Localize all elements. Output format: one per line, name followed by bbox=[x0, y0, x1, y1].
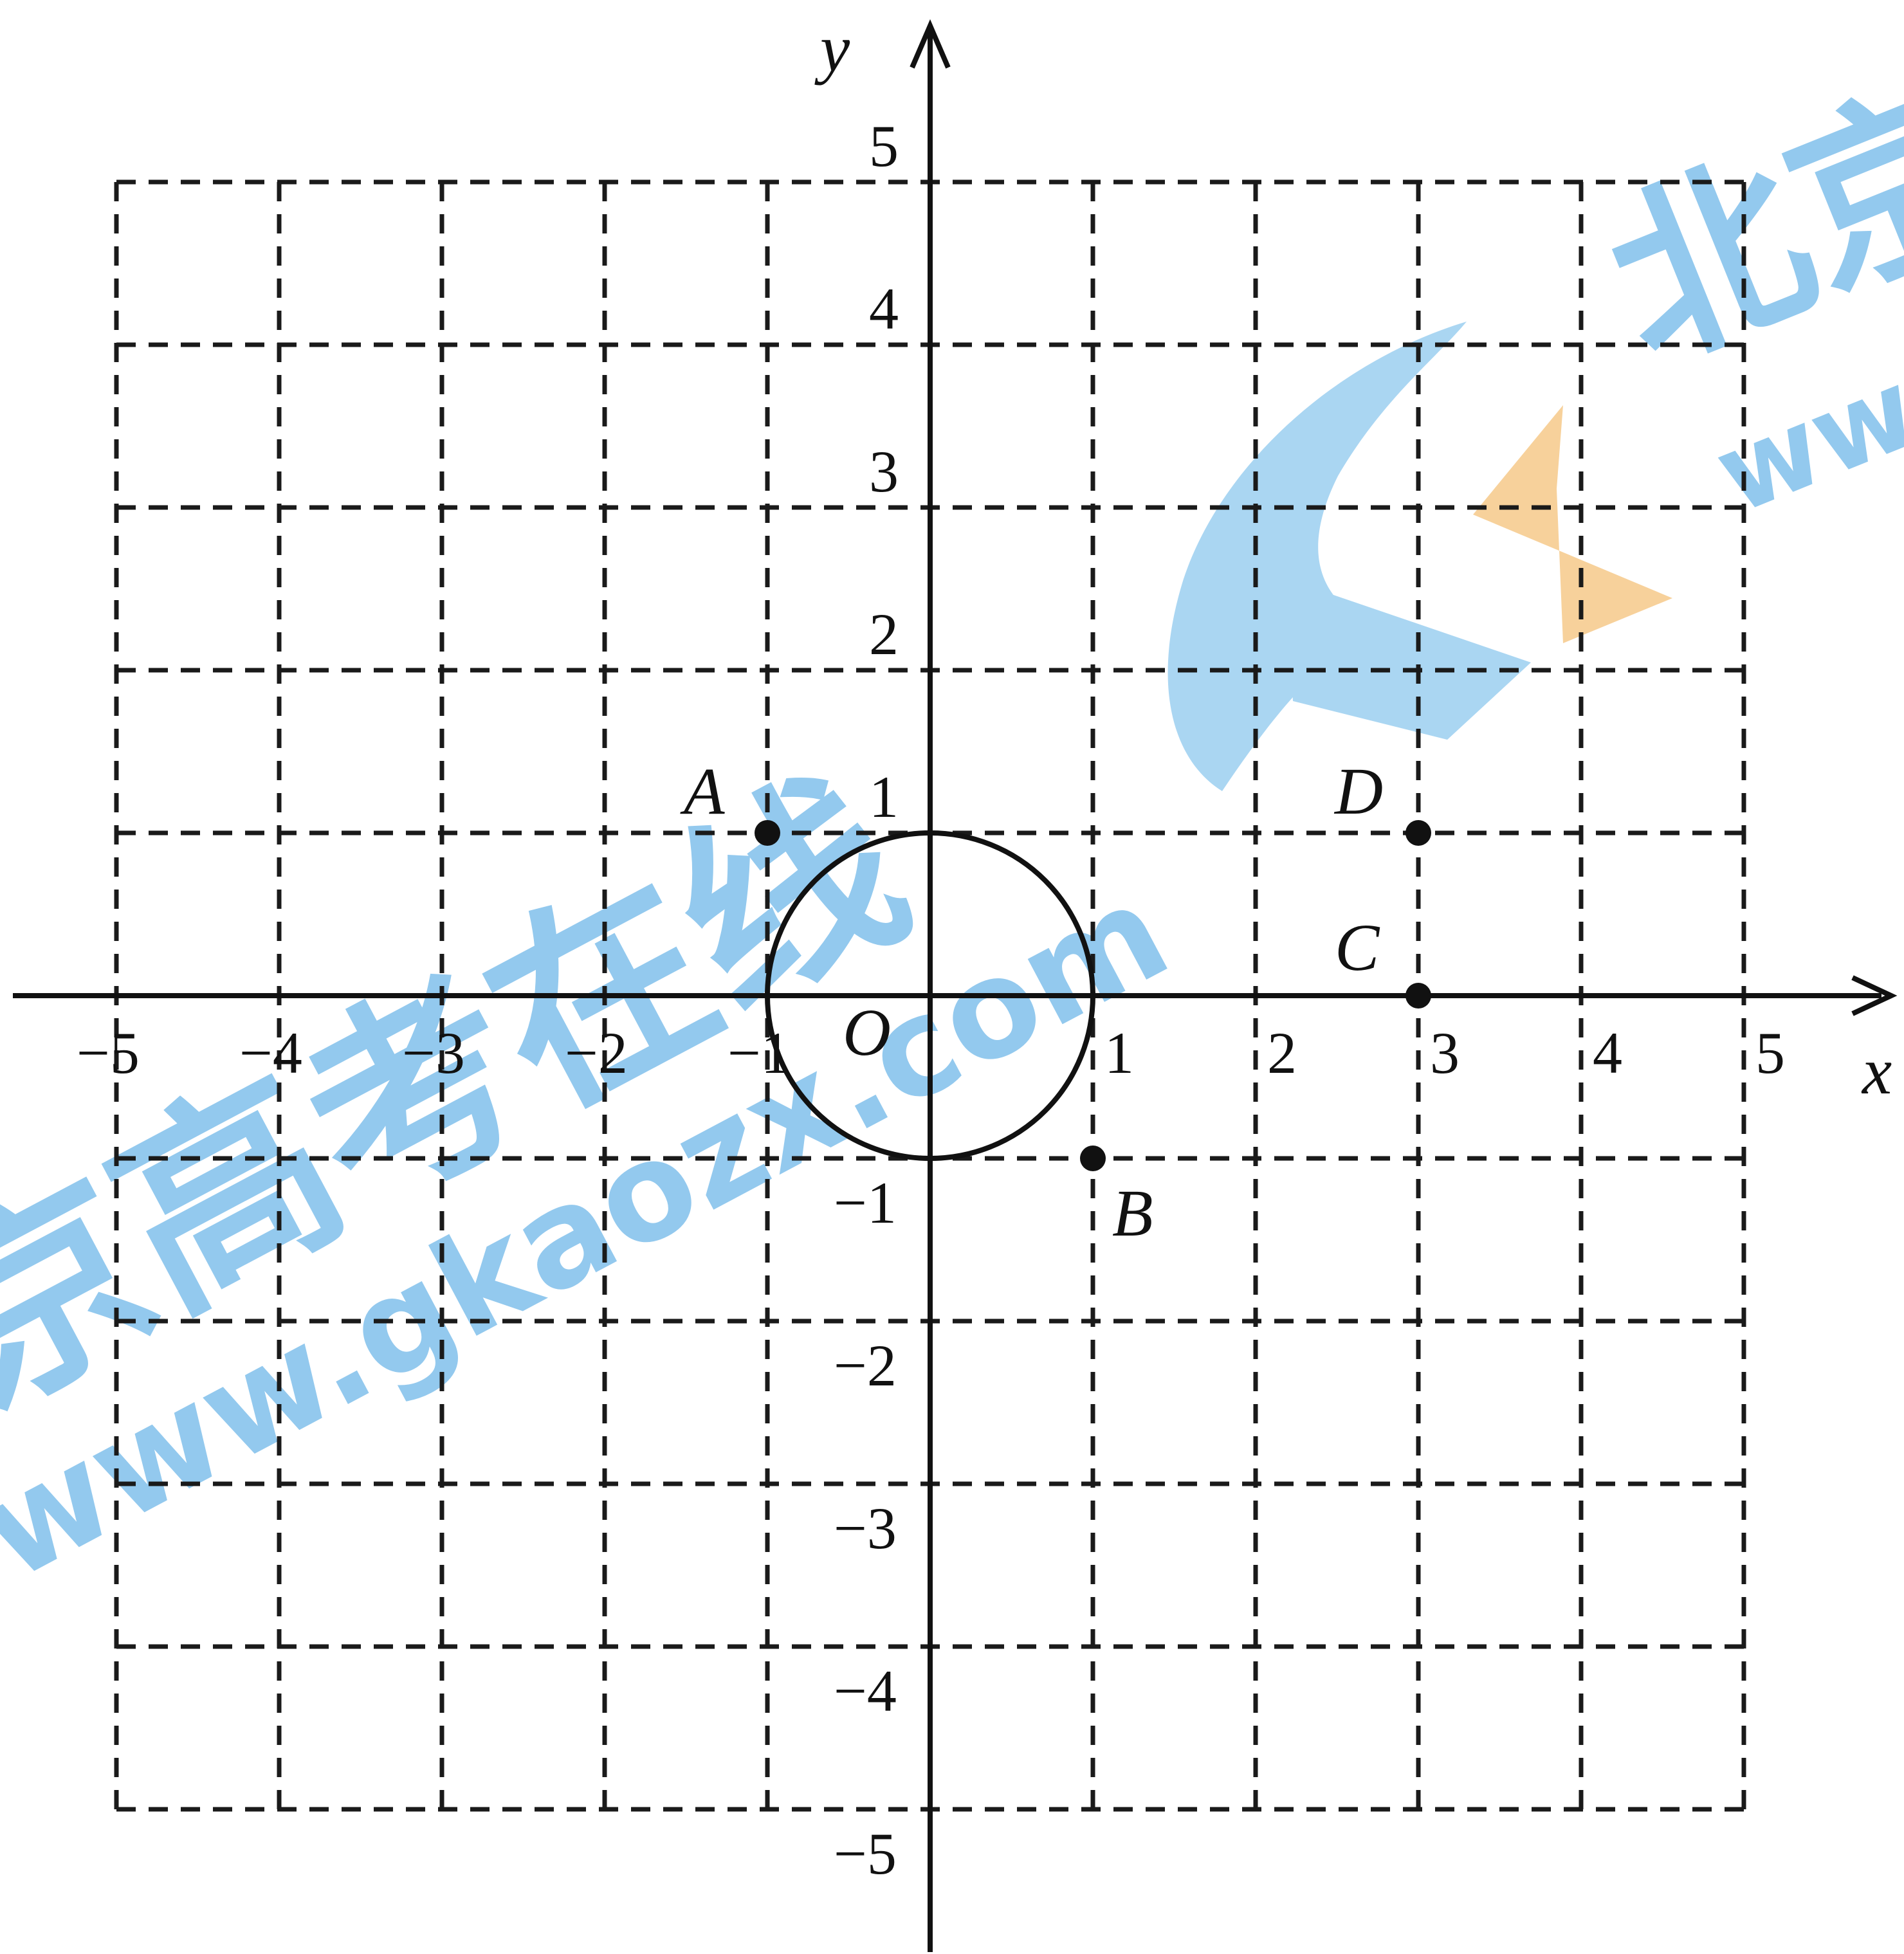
x-tick-label: 4 bbox=[1593, 1020, 1622, 1086]
unit-circle bbox=[765, 830, 1095, 1161]
point-c: C bbox=[1335, 911, 1431, 1009]
x-axis-arrow-icon bbox=[1851, 975, 1898, 1016]
x-tick-label: −1 bbox=[728, 1020, 791, 1086]
y-tick-label: 2 bbox=[869, 601, 899, 667]
point-b-dot bbox=[1080, 1146, 1106, 1171]
watermark: 北京 ww 京高考在线 www.gkaozx.com bbox=[0, 50, 1904, 1611]
origin-label: O bbox=[843, 996, 891, 1070]
y-tick-label: −3 bbox=[834, 1495, 897, 1561]
y-tick-label: 5 bbox=[869, 113, 899, 179]
y-tick-label: −4 bbox=[834, 1658, 897, 1724]
y-tick-label: 1 bbox=[869, 764, 899, 830]
point-d: D bbox=[1333, 754, 1431, 846]
axes: x y O bbox=[13, 12, 1898, 1952]
x-tick-label: 3 bbox=[1430, 1020, 1460, 1086]
y-tick-label: 4 bbox=[869, 276, 899, 342]
point-a: A bbox=[680, 754, 780, 846]
point-a-label: A bbox=[680, 754, 725, 828]
labeled-points: A B C D bbox=[680, 754, 1431, 1250]
x-axis-label: x bbox=[1861, 1034, 1892, 1108]
point-d-label: D bbox=[1333, 754, 1383, 828]
x-tick-label: −5 bbox=[77, 1020, 140, 1086]
x-tick-label: 1 bbox=[1104, 1020, 1134, 1086]
x-tick-label: 5 bbox=[1755, 1020, 1785, 1086]
watermark-logo-g-tail-icon bbox=[1286, 579, 1531, 740]
point-c-dot bbox=[1405, 983, 1431, 1009]
point-b: B bbox=[1080, 1146, 1153, 1250]
y-axis-label: y bbox=[814, 12, 850, 86]
y-tick-label: −2 bbox=[834, 1333, 897, 1398]
y-tick-label: 3 bbox=[869, 439, 899, 504]
x-tick-label: −2 bbox=[565, 1020, 628, 1086]
y-tick-label: −1 bbox=[834, 1170, 897, 1236]
point-c-label: C bbox=[1335, 911, 1380, 985]
watermark-logo-k-icon bbox=[1473, 405, 1672, 643]
point-a-dot bbox=[755, 820, 780, 846]
point-d-dot bbox=[1405, 820, 1431, 846]
watermark-logo-g-icon bbox=[1167, 322, 1467, 791]
x-tick-label: −4 bbox=[239, 1020, 302, 1086]
point-b-label: B bbox=[1112, 1176, 1153, 1250]
x-tick-label: −3 bbox=[402, 1020, 465, 1086]
y-axis-arrow-icon bbox=[910, 19, 951, 69]
y-tick-label: −5 bbox=[834, 1821, 897, 1886]
x-tick-label: 2 bbox=[1267, 1020, 1297, 1086]
